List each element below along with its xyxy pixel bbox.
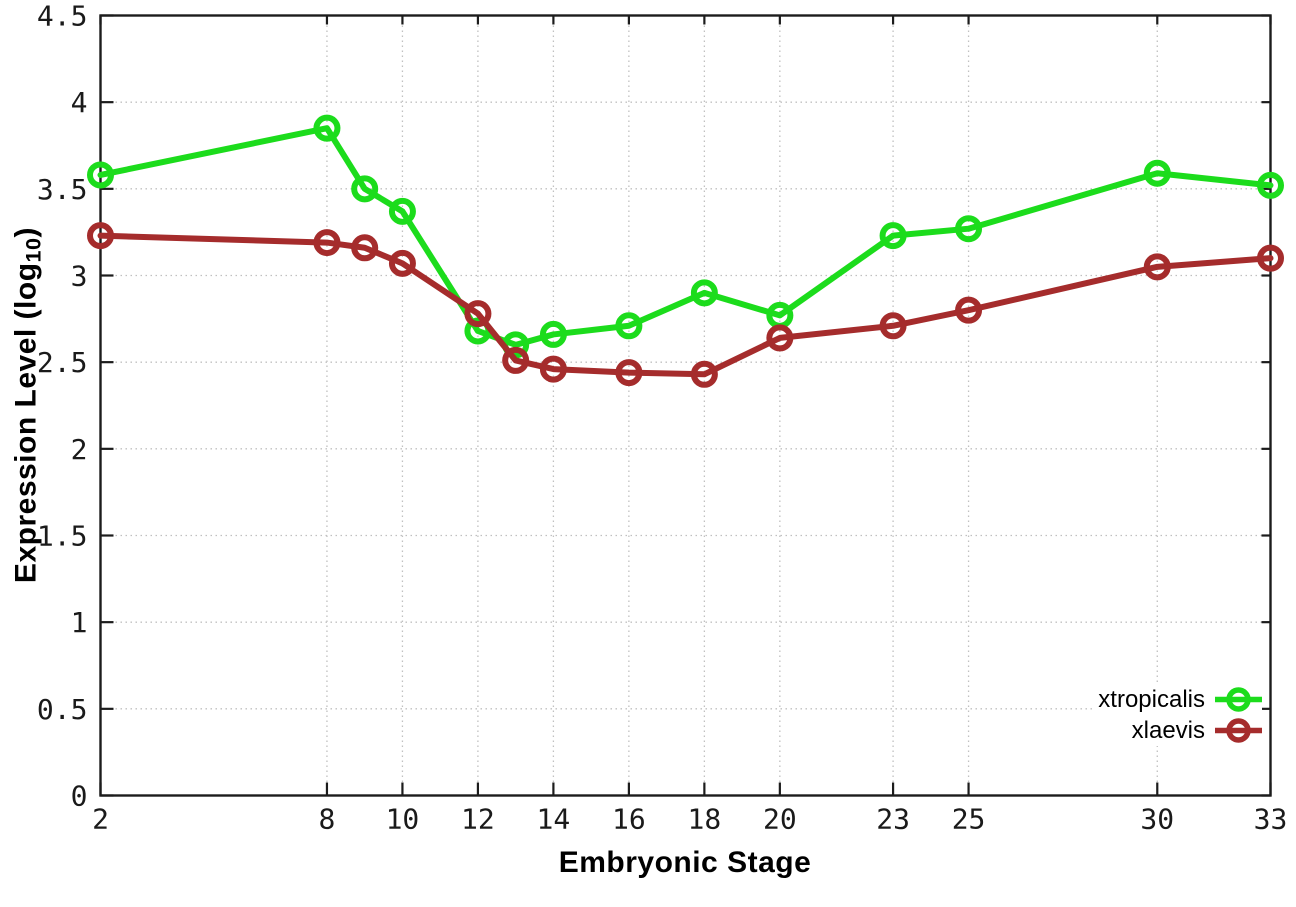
data-point-xlaevis bbox=[955, 296, 983, 324]
data-point-xlaevis bbox=[351, 234, 379, 262]
data-point-xtropicalis bbox=[388, 197, 416, 225]
plot-border bbox=[99, 14, 1272, 797]
x-tick-label: 8 bbox=[319, 803, 336, 836]
y-tick-label: 4.5 bbox=[37, 0, 88, 33]
y-axis-title-suffix: ) bbox=[9, 226, 43, 238]
data-point-xlaevis bbox=[502, 346, 530, 374]
y-tick-label: 0 bbox=[71, 780, 88, 813]
x-tick-label: 30 bbox=[1140, 803, 1174, 836]
data-point-xtropicalis bbox=[879, 222, 907, 250]
data-point-xtropicalis bbox=[1143, 159, 1171, 187]
y-tick-label: 2.5 bbox=[37, 346, 88, 379]
data-point-xlaevis bbox=[87, 222, 114, 250]
data-point-xtropicalis bbox=[313, 114, 341, 142]
x-tick-label: 12 bbox=[461, 803, 495, 836]
data-point-xtropicalis bbox=[955, 215, 983, 243]
x-tick-label: 16 bbox=[612, 803, 646, 836]
legend-entry-xlaevis: xlaevis bbox=[1092, 715, 1262, 746]
x-tick-label: 33 bbox=[1254, 803, 1288, 836]
x-tick-label: 25 bbox=[952, 803, 986, 836]
legend: xtropicalis xlaevis bbox=[1092, 684, 1262, 746]
legend-label-xlaevis: xlaevis bbox=[1131, 716, 1205, 744]
x-tick-label: 14 bbox=[537, 803, 571, 836]
x-tick-label: 18 bbox=[688, 803, 722, 836]
x-tick-label: 10 bbox=[386, 803, 420, 836]
data-point-xtropicalis bbox=[539, 320, 567, 348]
y-tick-label: 2 bbox=[71, 433, 88, 466]
data-point-xlaevis bbox=[690, 360, 718, 388]
legend-marker-xtropicalis-icon bbox=[1215, 687, 1262, 712]
legend-entry-xtropicalis: xtropicalis bbox=[1092, 684, 1262, 715]
y-tick-label: 4 bbox=[71, 86, 88, 119]
data-point-xlaevis bbox=[464, 300, 492, 328]
series-line-xlaevis bbox=[97, 232, 1274, 378]
data-point-xlaevis bbox=[1257, 244, 1284, 272]
y-tick-label: 1 bbox=[71, 606, 88, 639]
data-point-xlaevis bbox=[615, 359, 643, 387]
data-point-xtropicalis bbox=[615, 312, 643, 340]
y-tick-label: 1.5 bbox=[37, 520, 88, 553]
data-point-xlaevis bbox=[766, 324, 794, 352]
series-line-xtropicalis bbox=[97, 125, 1274, 348]
data-point-xlaevis bbox=[539, 355, 567, 383]
data-point-xtropicalis bbox=[690, 279, 718, 307]
data-point-xtropicalis bbox=[1257, 171, 1284, 199]
x-tick-label: 20 bbox=[763, 803, 797, 836]
y-tick-label: 3.5 bbox=[37, 173, 88, 206]
legend-label-xtropicalis: xtropicalis bbox=[1098, 685, 1205, 713]
x-tick-label: 23 bbox=[876, 803, 910, 836]
x-tick-label: 2 bbox=[92, 803, 109, 836]
legend-marker-xlaevis-icon bbox=[1215, 718, 1262, 743]
data-point-xlaevis bbox=[1143, 253, 1171, 281]
y-axis-title: Expression Level (log10) bbox=[9, 227, 46, 583]
data-point-xtropicalis bbox=[351, 175, 379, 203]
y-tick-label: 3 bbox=[71, 260, 88, 293]
data-point-xlaevis bbox=[879, 312, 907, 340]
y-axis-title-prefix: Expression Level (log bbox=[9, 262, 43, 584]
y-axis-title-subscript: 10 bbox=[20, 237, 46, 263]
x-axis-title: Embryonic Stage bbox=[558, 846, 812, 879]
data-point-xlaevis bbox=[313, 229, 341, 257]
y-tick-label: 0.5 bbox=[37, 693, 88, 726]
data-point-xtropicalis bbox=[87, 161, 114, 189]
data-point-xlaevis bbox=[388, 249, 416, 277]
